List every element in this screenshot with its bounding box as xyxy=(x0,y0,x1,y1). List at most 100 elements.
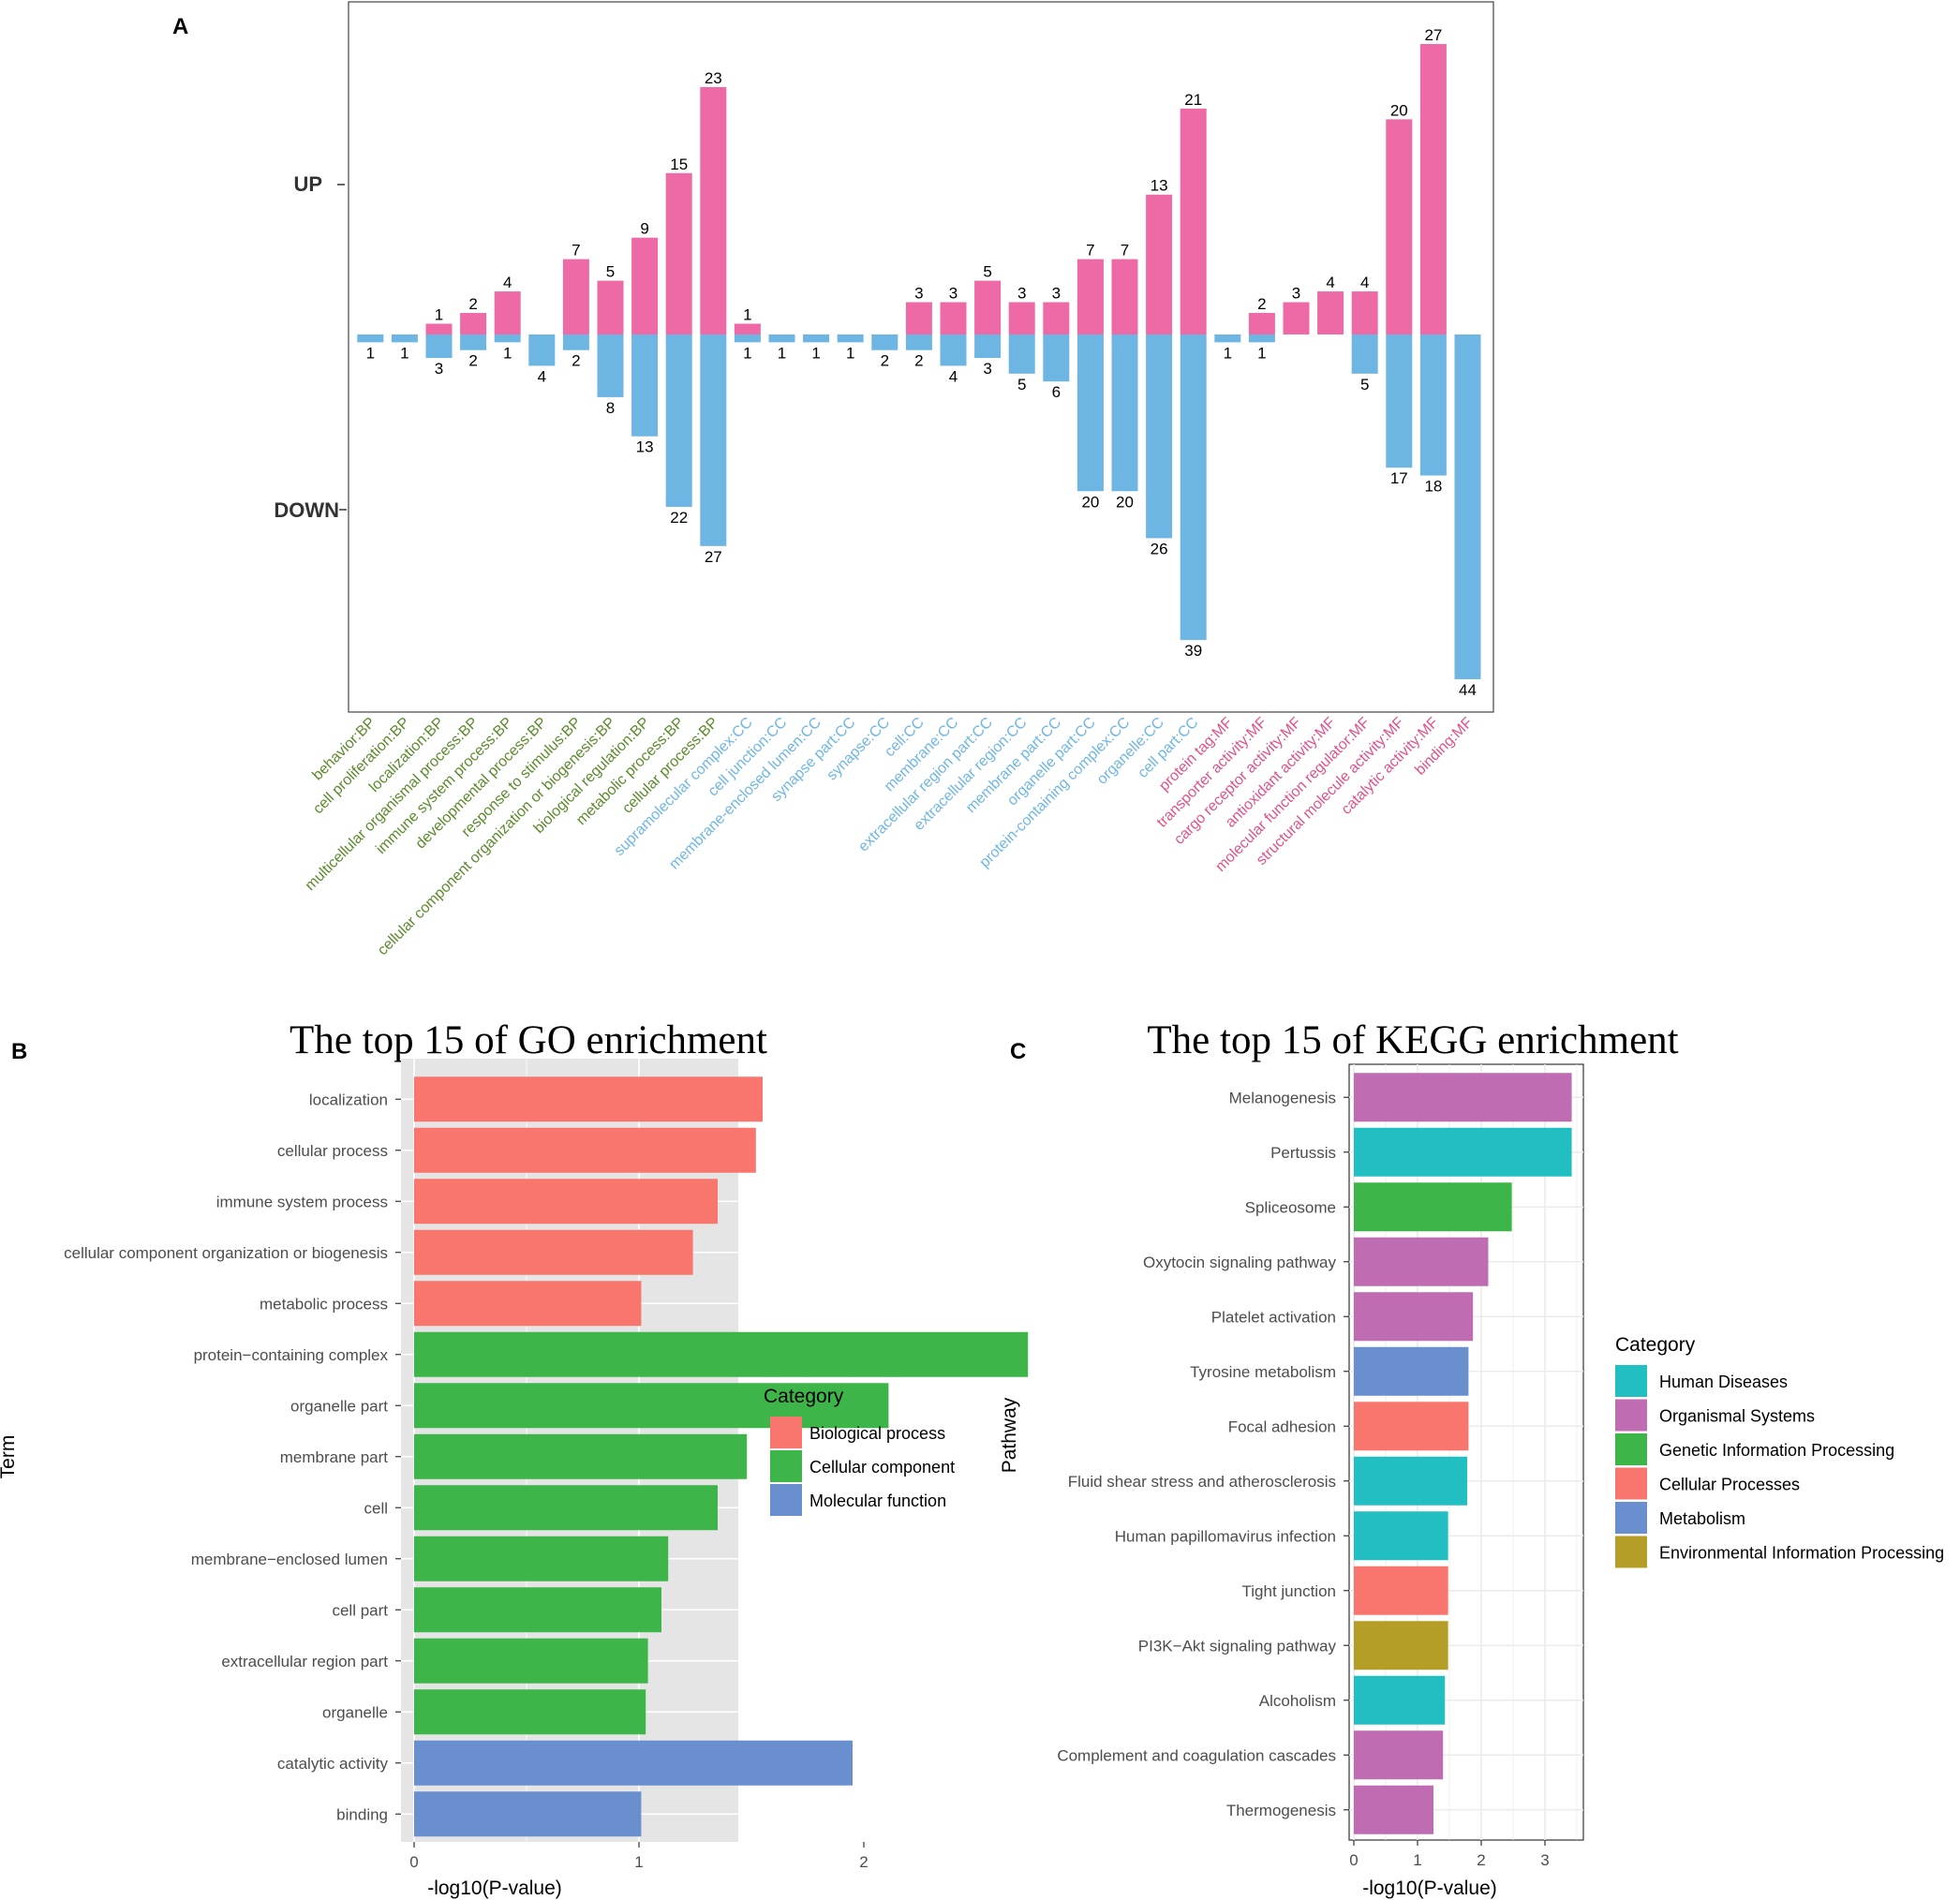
down-bar-cell-proliferation-bp xyxy=(391,334,418,343)
panel-b-title: The top 15 of GO enrichment xyxy=(290,1018,767,1062)
legend-label-cellular-component: Cellular component xyxy=(809,1458,955,1477)
down-value-label: 1 xyxy=(400,344,408,362)
up-value-label: 2 xyxy=(1257,295,1266,313)
down-bar-biological-regulation-bp xyxy=(631,334,659,437)
bar-cellular-process xyxy=(414,1127,756,1173)
up-bar-membrane-part-cc xyxy=(1043,302,1070,334)
pathway-label-human-papillomavirus-infection: Human papillomavirus infection xyxy=(1115,1527,1336,1545)
legend-swatch-cellular-component xyxy=(770,1450,802,1482)
down-value-label: 27 xyxy=(705,548,722,566)
up-bar-supramolecular-complex-cc xyxy=(734,323,761,334)
down-value-label: 1 xyxy=(503,344,512,362)
bar-membrane-enclosed-lumen xyxy=(414,1536,669,1581)
bar-membrane-part xyxy=(414,1433,748,1479)
legend-label-molecular-function: Molecular function xyxy=(809,1492,946,1510)
down-bar-extracellular-region-part-cc xyxy=(974,334,1002,359)
down-value-label: 3 xyxy=(983,360,991,378)
down-bar-supramolecular-complex-cc xyxy=(734,334,761,343)
bar-cellular-component-organization-or-biogenesis xyxy=(414,1229,693,1275)
x-tick-label: 0 xyxy=(1349,1851,1358,1869)
term-label-cell-part: cell part xyxy=(332,1601,388,1619)
down-bar-behavior-bp xyxy=(357,334,384,343)
bar-fluid-shear-stress-and-atherosclerosis xyxy=(1354,1456,1468,1506)
down-bar-immune-system-process-bp xyxy=(494,334,521,343)
up-value-label: 3 xyxy=(1052,285,1061,303)
legend-swatch-cellular-processes xyxy=(1615,1467,1647,1500)
down-value-label: 8 xyxy=(606,399,615,417)
legend-swatch-metabolism xyxy=(1615,1502,1647,1534)
legend-label-biological-process: Biological process xyxy=(809,1424,945,1443)
bar-organelle xyxy=(414,1689,646,1735)
panel-c-title: The top 15 of KEGG enrichment xyxy=(1147,1018,1678,1062)
x-tick-label: 3 xyxy=(1540,1851,1549,1869)
up-bar-biological-regulation-bp xyxy=(631,237,659,334)
up-bar-cellular-component-organization-or-biogenesis-bp xyxy=(597,280,624,334)
up-value-label: 3 xyxy=(1017,285,1026,303)
term-label-organelle: organelle xyxy=(322,1703,388,1721)
legend-label-environmental-information-processing: Environmental Information Processing xyxy=(1659,1544,1944,1563)
bar-cell-part xyxy=(414,1587,661,1633)
up-bar-multicellular-organismal-process-bp xyxy=(460,313,487,334)
panel-c-letter: C xyxy=(1010,1039,1026,1064)
down-bar-cell-cc xyxy=(905,334,932,350)
down-bar-organelle-cc xyxy=(1146,334,1173,539)
bar-oxytocin-signaling-pathway xyxy=(1354,1237,1489,1286)
term-label-membrane-part: membrane part xyxy=(280,1448,389,1466)
panel-b-legend-title: Category xyxy=(764,1386,844,1407)
term-label-binding: binding xyxy=(336,1805,388,1823)
panel-c-pathway-labels: Melanogenesis Pertussis Spliceosome Oxytoci… xyxy=(1057,1089,1349,1819)
down-bar-response-to-stimulus-bp xyxy=(562,334,589,350)
down-value-label: 2 xyxy=(914,352,923,370)
up-bar-membrane-cc xyxy=(940,302,967,334)
pathway-label-fluid-shear-stress-and-atherosclerosis: Fluid shear stress and atherosclerosis xyxy=(1068,1473,1336,1491)
down-bar-protein-tag-mf xyxy=(1214,334,1241,343)
panel-c-bars xyxy=(1354,1073,1572,1834)
pathway-label-platelet-activation: Platelet activation xyxy=(1211,1308,1336,1326)
down-value-label: 1 xyxy=(778,344,786,362)
panel-c-legend: Category Human Diseases Organismal System… xyxy=(1615,1334,1944,1568)
up-value-label: 1 xyxy=(743,306,751,324)
down-bar-cell-junction-cc xyxy=(768,334,795,343)
down-value-label: 1 xyxy=(1224,344,1232,362)
bar-cell xyxy=(414,1485,718,1531)
down-bar-protein-containing-complex-cc xyxy=(1111,334,1138,492)
panel-b-term-labels: localization cellular process immune syste… xyxy=(64,1091,401,1823)
pathway-label-focal-adhesion: Focal adhesion xyxy=(1228,1418,1336,1435)
bar-protein-containing-complex xyxy=(414,1331,1029,1377)
up-bar-extracellular-region-cc xyxy=(1008,302,1035,334)
term-label-cell: cell xyxy=(364,1499,388,1517)
x-tick-label: 1 xyxy=(634,1853,643,1871)
bar-immune-system-process xyxy=(414,1179,718,1225)
bar-pi3k-akt-signaling-pathway xyxy=(1354,1621,1448,1670)
down-value-label: 4 xyxy=(538,367,546,385)
down-value-label: 1 xyxy=(366,344,375,362)
up-bar-organelle-part-cc xyxy=(1077,259,1104,334)
down-value-label: 44 xyxy=(1459,681,1477,699)
pathway-label-pi3k-akt-signaling-pathway: PI3K−Akt signaling pathway xyxy=(1138,1637,1337,1655)
down-bar-transporter-activity-mf xyxy=(1248,334,1275,343)
down-value-label: 2 xyxy=(468,352,477,370)
up-value-label: 13 xyxy=(1151,177,1168,195)
x-tick-label: 1 xyxy=(1413,1851,1421,1869)
down-bar-multicellular-organismal-process-bp xyxy=(460,334,487,350)
up-bar-protein-containing-complex-cc xyxy=(1111,259,1138,334)
down-value-label: 5 xyxy=(1017,376,1026,393)
down-bar-metabolic-process-bp xyxy=(665,334,692,507)
up-bar-cell-cc xyxy=(905,302,932,334)
up-value-label: 5 xyxy=(983,263,991,281)
down-value-label: 1 xyxy=(743,344,751,362)
up-bar-localization-bp xyxy=(425,323,453,334)
down-value-label: 1 xyxy=(1257,344,1266,362)
up-bar-extracellular-region-part-cc xyxy=(974,280,1002,334)
up-value-label: 4 xyxy=(1326,274,1334,291)
up-value-label: 15 xyxy=(670,156,688,173)
panel-b-y-title: Term xyxy=(0,1435,19,1479)
x-tick-label: 0 xyxy=(409,1853,418,1871)
pathway-label-complement-and-coagulation-cascades: Complement and coagulation cascades xyxy=(1057,1746,1336,1764)
bar-localization xyxy=(414,1076,763,1122)
up-bar-immune-system-process-bp xyxy=(494,291,521,334)
term-label-cellular-component-organization-or-biogenesis: cellular component organization or bioge… xyxy=(64,1244,388,1262)
panel-a-bars xyxy=(357,44,1481,679)
